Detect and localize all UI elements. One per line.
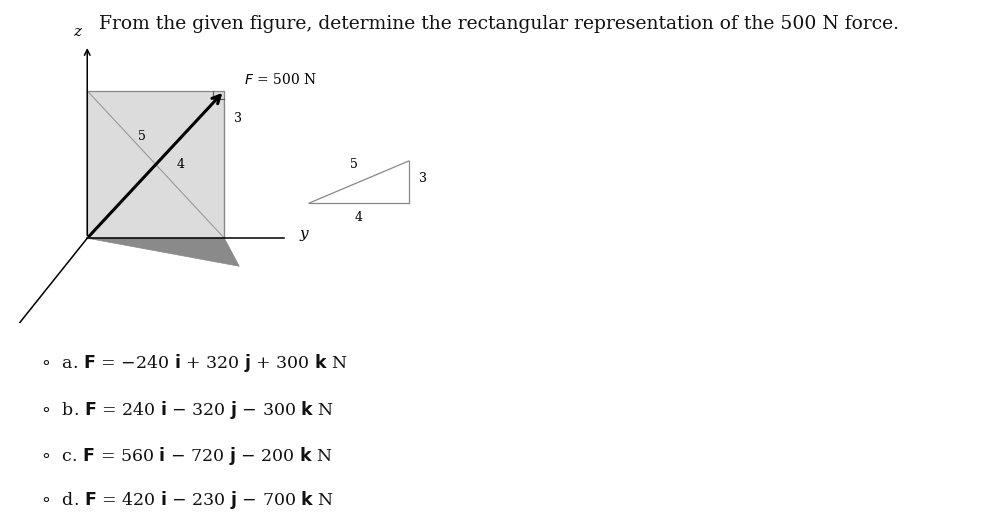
Text: 3: 3 <box>419 172 427 185</box>
Text: From the given figure, determine the rectangular representation of the 500 N for: From the given figure, determine the rec… <box>99 15 898 34</box>
Text: $\circ$  a. $\mathbf{F}$ = $-$240 $\mathbf{i}$ + 320 $\mathbf{j}$ + 300 $\mathbf: $\circ$ a. $\mathbf{F}$ = $-$240 $\mathb… <box>40 352 348 374</box>
Text: $\circ$  d. $\mathbf{F}$ = 420 $\mathbf{i}$ $-$ 230 $\mathbf{j}$ $-$ 700 $\mathb: $\circ$ d. $\mathbf{F}$ = 420 $\mathbf{i… <box>40 489 334 511</box>
Polygon shape <box>88 238 239 266</box>
Text: $\it{F}$ = 500 N: $\it{F}$ = 500 N <box>244 72 317 87</box>
Text: 5: 5 <box>138 130 146 143</box>
Text: 5: 5 <box>350 158 358 171</box>
Text: 4: 4 <box>355 211 363 223</box>
Text: 3: 3 <box>234 112 242 125</box>
Text: z: z <box>73 25 82 39</box>
Text: $\circ$  c. $\mathbf{F}$ = 560 $\mathbf{i}$ $-$ 720 $\mathbf{j}$ $-$ 200 $\mathb: $\circ$ c. $\mathbf{F}$ = 560 $\mathbf{i… <box>40 445 333 467</box>
Text: $\circ$  b. $\mathbf{F}$ = 240 $\mathbf{i}$ $-$ 320 $\mathbf{j}$ $-$ 300 $\mathb: $\circ$ b. $\mathbf{F}$ = 240 $\mathbf{i… <box>40 398 334 421</box>
Polygon shape <box>88 91 224 238</box>
Text: 4: 4 <box>176 158 184 171</box>
Text: y: y <box>299 227 308 241</box>
